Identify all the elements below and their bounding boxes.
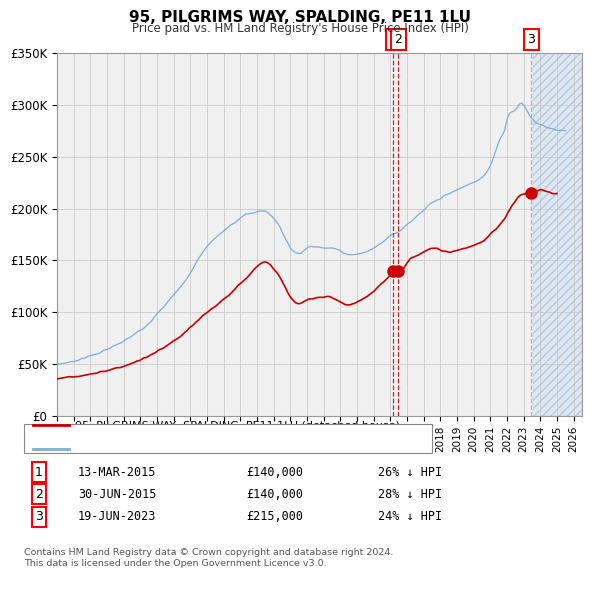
Text: Price paid vs. HM Land Registry's House Price Index (HPI): Price paid vs. HM Land Registry's House … bbox=[131, 22, 469, 35]
Text: 3: 3 bbox=[35, 510, 43, 523]
Text: 1: 1 bbox=[35, 466, 43, 478]
Text: HPI: Average price, detached house, South Holland: HPI: Average price, detached house, Sout… bbox=[75, 444, 360, 454]
Text: 2: 2 bbox=[35, 488, 43, 501]
Text: 2: 2 bbox=[395, 33, 403, 46]
Text: £140,000: £140,000 bbox=[246, 488, 303, 501]
Text: This data is licensed under the Open Government Licence v3.0.: This data is licensed under the Open Gov… bbox=[24, 559, 326, 568]
Text: 95, PILGRIMS WAY, SPALDING, PE11 1LU (detached house): 95, PILGRIMS WAY, SPALDING, PE11 1LU (de… bbox=[75, 421, 400, 430]
Text: 24% ↓ HPI: 24% ↓ HPI bbox=[378, 510, 442, 523]
Text: 1: 1 bbox=[389, 33, 397, 46]
Text: 28% ↓ HPI: 28% ↓ HPI bbox=[378, 488, 442, 501]
Text: £215,000: £215,000 bbox=[246, 510, 303, 523]
Bar bbox=[533, 53, 582, 416]
Text: 3: 3 bbox=[527, 33, 535, 46]
Text: 95, PILGRIMS WAY, SPALDING, PE11 1LU: 95, PILGRIMS WAY, SPALDING, PE11 1LU bbox=[129, 10, 471, 25]
Text: 30-JUN-2015: 30-JUN-2015 bbox=[78, 488, 157, 501]
Bar bbox=[533, 53, 582, 416]
Text: 13-MAR-2015: 13-MAR-2015 bbox=[78, 466, 157, 478]
Text: 26% ↓ HPI: 26% ↓ HPI bbox=[378, 466, 442, 478]
Text: Contains HM Land Registry data © Crown copyright and database right 2024.: Contains HM Land Registry data © Crown c… bbox=[24, 548, 394, 556]
Text: £140,000: £140,000 bbox=[246, 466, 303, 478]
Text: 19-JUN-2023: 19-JUN-2023 bbox=[78, 510, 157, 523]
